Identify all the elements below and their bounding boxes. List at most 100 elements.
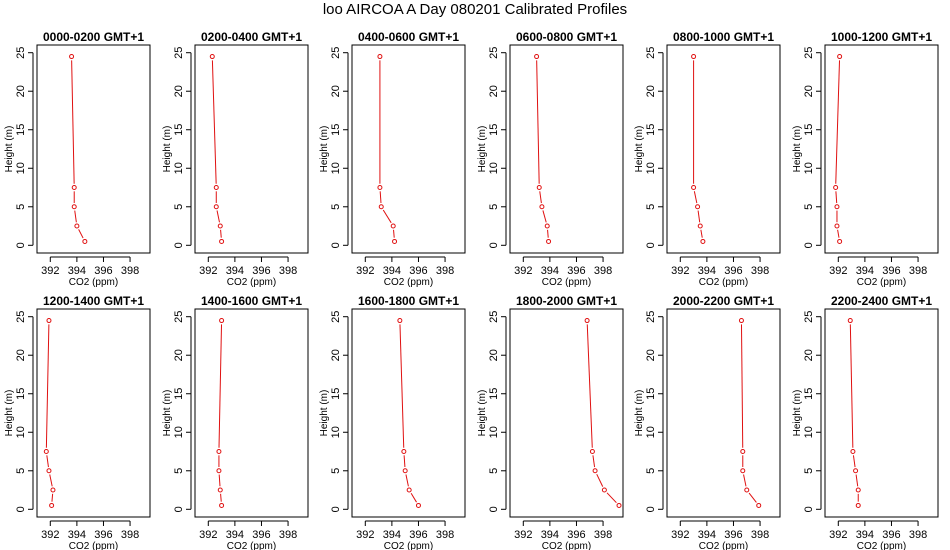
profile-point [691, 54, 697, 60]
profile-point [217, 223, 223, 229]
x-tick-label: 398 [121, 265, 139, 277]
y-axis-label: Height (m) [477, 126, 488, 173]
y-tick-label: 5 [173, 468, 185, 474]
y-tick-label: 0 [15, 242, 27, 248]
x-tick-label: 394 [541, 529, 559, 541]
y-tick-label: 25 [803, 311, 815, 323]
profile-point [217, 487, 223, 493]
profile-segment [382, 209, 392, 224]
y-tick-label: 25 [803, 47, 815, 59]
y-tick-label: 20 [173, 85, 185, 97]
x-tick-label: 392 [41, 265, 59, 277]
y-tick-label: 25 [488, 311, 500, 323]
profile-point [847, 318, 853, 324]
y-tick-label: 25 [330, 311, 342, 323]
y-tick-label: 15 [173, 124, 185, 136]
profile-segment [547, 229, 549, 238]
profile-segment [855, 474, 859, 487]
x-tick-label: 394 [541, 265, 559, 277]
x-axis-label: CO2 (ppm) [384, 541, 433, 550]
profile-point [534, 54, 540, 60]
y-tick-label: 0 [330, 506, 342, 512]
x-tick-label: 396 [409, 529, 427, 541]
x-axis-label: CO2 (ppm) [542, 541, 591, 550]
y-tick-label: 10 [330, 426, 342, 438]
profile-segment [592, 455, 596, 468]
profile-point [219, 318, 225, 324]
y-axis-label: Height (m) [319, 390, 330, 437]
x-tick-label: 398 [436, 265, 454, 277]
y-axis-label: Height (m) [634, 390, 645, 437]
y-tick-label: 0 [645, 242, 657, 248]
y-tick-label: 20 [488, 85, 500, 97]
profile-segment [74, 210, 77, 223]
x-tick-label: 396 [724, 529, 742, 541]
profile-point [406, 487, 412, 493]
x-tick-label: 396 [567, 265, 585, 277]
y-axis-label: Height (m) [4, 390, 15, 437]
profile-point [834, 204, 840, 210]
profile-point [744, 487, 750, 493]
profile-point [616, 502, 622, 508]
profile-point [853, 468, 859, 474]
y-tick-label: 0 [173, 242, 185, 248]
profile-point [46, 468, 52, 474]
profile-point [216, 449, 222, 455]
y-tick-label: 15 [15, 124, 27, 136]
x-tick-label: 396 [882, 265, 900, 277]
plot-frame [824, 308, 939, 518]
y-tick-label: 20 [645, 85, 657, 97]
y-tick-label: 20 [803, 349, 815, 361]
profile-point [592, 468, 598, 474]
x-tick-label: 396 [252, 265, 270, 277]
x-tick-label: 392 [199, 265, 217, 277]
profile-point [74, 223, 80, 229]
profile-point [49, 502, 55, 508]
x-axis-label: CO2 (ppm) [227, 541, 276, 550]
profile-segment [837, 229, 840, 238]
profile-point [834, 223, 840, 229]
profile-point [397, 318, 403, 324]
profile-segment [78, 229, 84, 239]
profile-segment [849, 324, 854, 448]
plot-frame [194, 44, 309, 254]
x-tick-label: 396 [724, 265, 742, 277]
profile-point [855, 502, 861, 508]
y-axis-label: Height (m) [162, 390, 173, 437]
y-tick-label: 20 [173, 349, 185, 361]
y-tick-label: 10 [645, 426, 657, 438]
x-axis-label: CO2 (ppm) [857, 277, 906, 288]
x-tick-label: 398 [121, 529, 139, 541]
x-tick-label: 394 [698, 529, 716, 541]
y-tick-label: 15 [803, 388, 815, 400]
y-tick-label: 20 [488, 349, 500, 361]
x-axis-label: CO2 (ppm) [227, 277, 276, 288]
y-tick-label: 20 [15, 349, 27, 361]
profile-point [43, 449, 49, 455]
y-tick-label: 15 [803, 124, 815, 136]
profile-point [377, 185, 383, 191]
x-tick-label: 392 [514, 265, 532, 277]
y-tick-label: 15 [645, 388, 657, 400]
y-tick-label: 10 [488, 426, 500, 438]
x-axis-label: CO2 (ppm) [699, 277, 748, 288]
y-tick-label: 0 [488, 506, 500, 512]
profile-point [738, 318, 744, 324]
profile-point [71, 204, 77, 210]
y-tick-label: 5 [173, 204, 185, 210]
y-tick-label: 20 [803, 85, 815, 97]
y-axis-label: Height (m) [4, 126, 15, 173]
plot-frame [194, 308, 309, 518]
profile-segment [218, 324, 223, 448]
profile-segment [220, 229, 222, 238]
x-axis-label: CO2 (ppm) [699, 541, 748, 550]
x-tick-label: 392 [356, 529, 374, 541]
y-tick-label: 5 [488, 468, 500, 474]
y-tick-label: 15 [15, 388, 27, 400]
